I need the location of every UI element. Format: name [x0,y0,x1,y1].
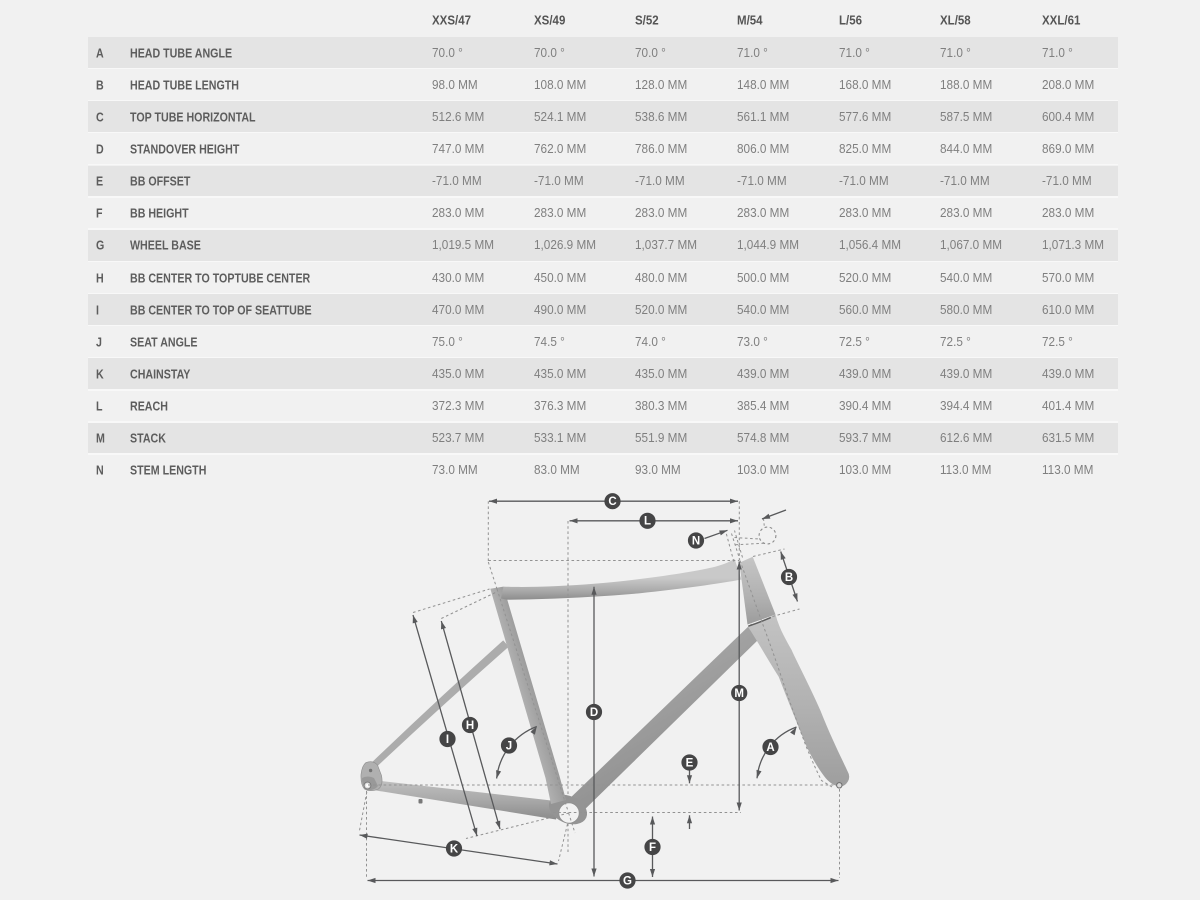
svg-text:N: N [692,535,700,547]
svg-text:G: G [623,875,632,887]
svg-text:I: I [446,734,449,746]
svg-text:E: E [686,757,694,769]
svg-text:M: M [734,688,744,700]
svg-text:A: A [766,742,774,754]
svg-text:L: L [644,516,651,528]
svg-text:C: C [608,496,616,508]
svg-text:D: D [590,707,598,719]
svg-text:B: B [785,572,793,584]
svg-text:H: H [466,720,474,732]
svg-text:F: F [649,842,656,854]
svg-text:J: J [506,740,512,752]
svg-text:K: K [450,843,459,855]
